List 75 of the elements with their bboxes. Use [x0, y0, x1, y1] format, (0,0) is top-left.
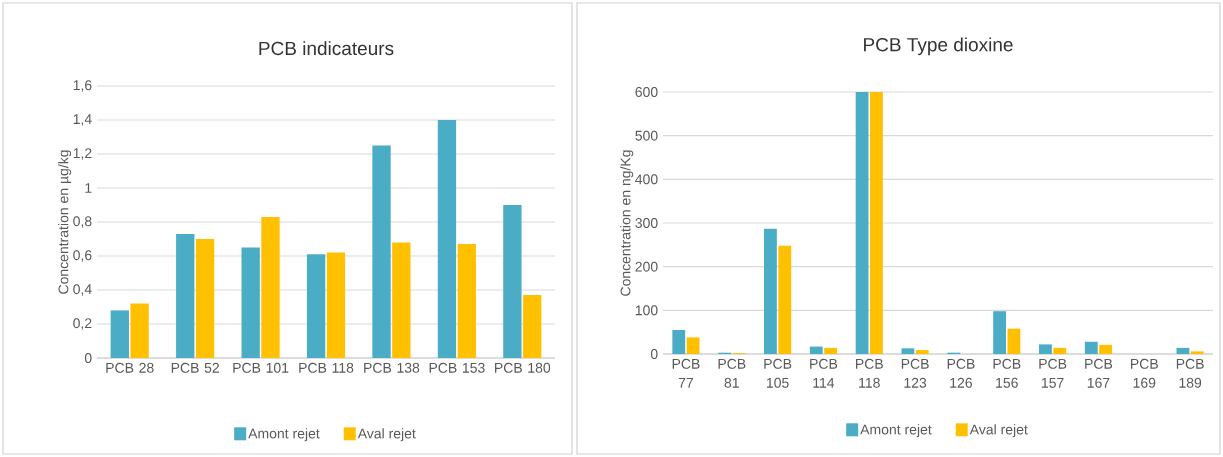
x-tick-label: PCB 180 — [495, 362, 551, 373]
bar — [372, 145, 391, 358]
y-tick-label: 100 — [635, 305, 658, 316]
bar — [110, 310, 129, 358]
x-tick-label: PCB 153 — [429, 362, 485, 373]
x-tick-label: PCB 101 — [233, 362, 289, 373]
bar — [824, 347, 838, 354]
y-tick-label: 0,8 — [73, 216, 92, 228]
bar — [503, 205, 522, 358]
bar — [855, 92, 869, 354]
y-axis-title: Concentration en µg/kg — [58, 150, 72, 294]
bar — [261, 216, 280, 358]
bar — [1084, 341, 1098, 354]
y-tick-label: 500 — [635, 130, 658, 141]
legend-label: Amont rejet — [860, 424, 932, 438]
x-tick-label: PCB 105 — [764, 358, 792, 388]
legend-label: Aval rejet — [969, 424, 1028, 438]
bar — [993, 311, 1007, 354]
bar — [901, 348, 915, 354]
bar — [809, 346, 823, 354]
bar — [176, 233, 195, 358]
y-tick-label: 1,4 — [73, 114, 92, 126]
bar — [1190, 351, 1204, 354]
y-tick-label: 600 — [635, 87, 658, 97]
x-tick-label: PCB 126 — [947, 358, 975, 388]
y-tick-label: 1,2 — [73, 148, 92, 160]
bar — [195, 239, 215, 358]
bar — [523, 295, 542, 358]
legend-label: Aval rejet — [357, 428, 416, 442]
x-tick-label: PCB 28 — [106, 362, 154, 373]
y-tick-label: 1,6 — [73, 80, 92, 92]
bar — [241, 247, 260, 358]
x-tick-label: PCB 189 — [1176, 358, 1204, 388]
chart-title: PCB indicateurs — [259, 41, 394, 56]
bar — [1053, 347, 1067, 354]
bar — [672, 329, 686, 354]
bar — [1099, 344, 1113, 354]
y-tick-label: 0 — [84, 353, 92, 363]
bar — [1176, 347, 1190, 354]
bar — [1039, 344, 1052, 354]
y-tick-label: 0 — [650, 349, 658, 359]
chart-title: PCB Type dioxine — [864, 37, 1013, 56]
y-tick-label: 300 — [635, 218, 658, 228]
y-tick-label: 0,2 — [73, 318, 92, 330]
y-tick-label: 200 — [635, 261, 658, 272]
x-tick-label: PCB 167 — [1085, 358, 1113, 388]
y-tick-label: 0,4 — [73, 284, 92, 296]
y-axis-title: Concentration en ng/Kg — [620, 150, 634, 296]
x-tick-label: PCB 118 — [856, 358, 883, 388]
x-tick-label: PCB 156 — [993, 358, 1021, 388]
x-tick-label: PCB 52 — [171, 362, 219, 373]
y-tick-label: 1 — [85, 183, 92, 193]
bar — [764, 228, 777, 354]
bar — [392, 242, 411, 358]
bar — [915, 350, 929, 354]
bar — [306, 254, 326, 358]
x-tick-label: PCB 138 — [364, 362, 420, 373]
bar — [326, 252, 346, 358]
bar — [778, 245, 792, 354]
legend-label: Amont rejet — [248, 428, 320, 442]
x-tick-label: PCB 77 — [672, 358, 700, 388]
x-tick-label: PCB 81 — [718, 358, 746, 388]
x-tick-label: PCB 169 — [1131, 358, 1158, 388]
x-tick-label: PCB 114 — [810, 358, 838, 388]
bar — [1007, 328, 1021, 354]
bar — [870, 92, 883, 354]
y-tick-label: 0,6 — [73, 250, 92, 262]
x-tick-label: PCB 118 — [299, 362, 354, 373]
bar — [457, 244, 476, 358]
x-tick-label: PCB 157 — [1039, 358, 1067, 388]
x-tick-label: PCB 123 — [901, 358, 929, 388]
y-tick-label: 400 — [635, 174, 658, 185]
bar — [686, 337, 700, 354]
bar — [130, 303, 149, 358]
bar — [437, 120, 457, 358]
